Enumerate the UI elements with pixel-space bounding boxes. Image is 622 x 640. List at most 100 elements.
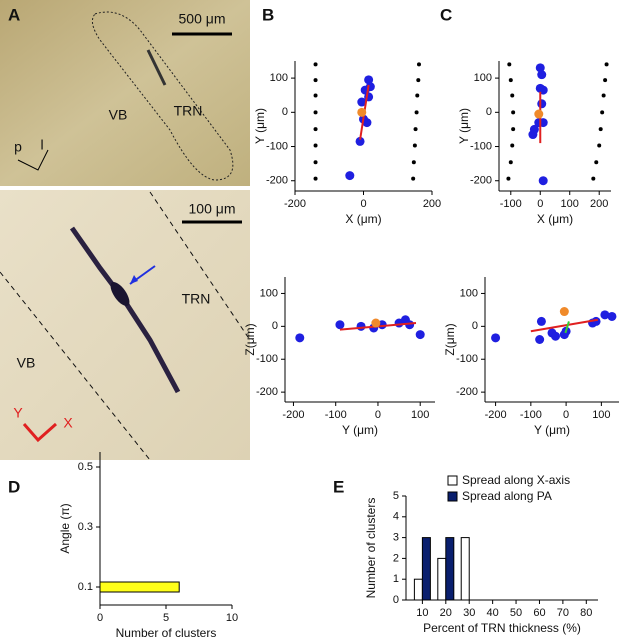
electrode-point xyxy=(313,160,318,165)
neuron-point xyxy=(357,97,367,107)
electrode-point xyxy=(313,127,318,132)
x-tick-label: 0 xyxy=(97,612,103,624)
neuron-point xyxy=(357,107,367,117)
x-axis-label: X (μm) xyxy=(345,212,381,226)
x-tick-label: 100 xyxy=(592,409,610,421)
x-tick-label: 50 xyxy=(510,607,522,619)
y-tick-label: -100 xyxy=(256,353,278,365)
x-tick-label: 100 xyxy=(411,409,429,421)
neuron-point xyxy=(535,335,545,344)
scale-label: 500 μm xyxy=(179,11,226,27)
y-tick-label: 5 xyxy=(393,490,399,502)
electrode-point xyxy=(415,93,420,98)
x-tick-label: 0 xyxy=(537,198,543,210)
x-tick-label: -100 xyxy=(325,409,347,421)
electrode-point xyxy=(313,93,318,98)
y-axis-label: Z(μm) xyxy=(243,323,257,355)
electrode-point xyxy=(511,110,516,115)
neuron-point xyxy=(491,333,501,343)
boundary xyxy=(149,191,251,341)
neuron-point xyxy=(295,333,305,343)
neuron-point xyxy=(537,70,547,80)
electrode-point xyxy=(601,93,606,98)
x-tick-label: 70 xyxy=(557,607,569,619)
electrode-point xyxy=(511,127,516,132)
neuron-point xyxy=(356,321,366,331)
micrograph xyxy=(0,190,250,460)
neuron-point xyxy=(371,318,381,328)
y-tick-label: -100 xyxy=(456,353,478,365)
electrode-point xyxy=(416,78,421,83)
electrode-point xyxy=(416,62,421,67)
x-axis-label: Number of clusters xyxy=(116,626,217,640)
x-tick-label: 10 xyxy=(416,607,428,619)
x-axis-label: Y (μm) xyxy=(342,423,378,437)
x-tick-label: -200 xyxy=(284,198,306,210)
electrode-point xyxy=(412,143,417,148)
neuron-point xyxy=(559,307,569,317)
y-tick-label: -200 xyxy=(456,386,478,398)
panel-label: C xyxy=(440,5,452,24)
electrode-point xyxy=(313,143,318,148)
neuron xyxy=(146,49,167,86)
x-axis-label: Percent of TRN thickness (%) xyxy=(423,621,581,635)
x-axis-label: Y (μm) xyxy=(534,423,570,437)
y-tick-label: 0 xyxy=(393,594,399,606)
trn-outline xyxy=(91,11,234,181)
x-tick-label: 0 xyxy=(563,409,569,421)
electrode-point xyxy=(411,176,416,181)
electrode-point xyxy=(604,62,609,67)
electrode-point xyxy=(413,127,418,132)
x-tick-label: -200 xyxy=(485,409,507,421)
x-tick-label: 80 xyxy=(580,607,592,619)
legend-label: Spread along X-axis xyxy=(462,473,570,487)
y-tick-label: 100 xyxy=(260,287,278,299)
bar xyxy=(445,537,455,601)
electrode-point xyxy=(411,160,416,165)
x-tick-label: 20 xyxy=(440,607,452,619)
micrograph xyxy=(0,0,250,186)
y-axis-label: Angle (π) xyxy=(58,503,72,553)
y-tick-label: 0 xyxy=(282,106,288,118)
panel-label: B xyxy=(262,5,274,24)
x-tick-label: 60 xyxy=(533,607,545,619)
x-tick-label: 0 xyxy=(375,409,381,421)
x-tick-label: -100 xyxy=(520,409,542,421)
legend-swatch xyxy=(447,475,458,486)
y-axis-label: Z(μm) xyxy=(443,323,457,355)
y-tick-label: -100 xyxy=(266,140,288,152)
electrode-point xyxy=(510,143,515,148)
x-axis-label: X (μm) xyxy=(537,212,573,226)
y-tick-label: 100 xyxy=(460,287,478,299)
y-tick-label: -200 xyxy=(256,386,278,398)
y-axis-label: Y (μm) xyxy=(457,108,471,144)
x-tick-label: 200 xyxy=(590,198,608,210)
x-tick-label: 5 xyxy=(163,612,169,624)
region-label: TRN xyxy=(174,103,203,119)
bar xyxy=(413,578,423,601)
neuron-point xyxy=(551,331,561,341)
axes-icon xyxy=(17,149,49,171)
neuron-point xyxy=(415,330,425,340)
x-tick-label: 30 xyxy=(463,607,475,619)
y-tick-label: 0 xyxy=(272,320,278,332)
boundary xyxy=(0,271,151,461)
x-tick-label: 0 xyxy=(360,198,366,210)
x-tick-label: 40 xyxy=(487,607,499,619)
x-tick-label: 200 xyxy=(423,198,441,210)
y-tick-label: 0.1 xyxy=(78,581,93,593)
neuron-point xyxy=(335,320,345,330)
legend-swatch xyxy=(447,491,458,502)
electrode-point xyxy=(598,127,603,132)
panel-label: E xyxy=(333,477,344,496)
electrode-point xyxy=(597,143,602,148)
y-tick-label: 0 xyxy=(486,106,492,118)
y-tick-label: -100 xyxy=(470,140,492,152)
x-tick-label: -200 xyxy=(282,409,304,421)
neuron-point xyxy=(538,176,548,186)
neuron-point xyxy=(364,75,374,85)
electrode-point xyxy=(507,62,512,67)
neuron-point xyxy=(591,316,601,326)
panel-label: A xyxy=(8,5,20,24)
